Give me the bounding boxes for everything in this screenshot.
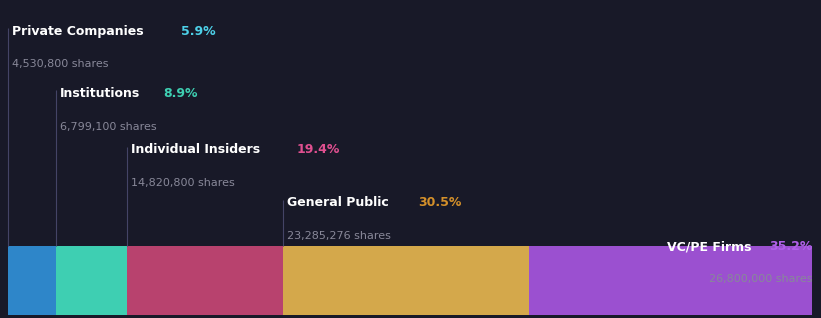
Bar — [283, 246, 529, 315]
Text: VC/PE Firms: VC/PE Firms — [667, 240, 755, 253]
Text: 8.9%: 8.9% — [163, 87, 198, 100]
Text: 4,530,800 shares: 4,530,800 shares — [12, 59, 108, 69]
Text: 5.9%: 5.9% — [181, 25, 216, 38]
Text: 30.5%: 30.5% — [419, 197, 462, 209]
Text: 19.4%: 19.4% — [297, 143, 341, 156]
Bar — [127, 246, 283, 315]
Text: General Public: General Public — [287, 197, 389, 209]
Bar — [529, 246, 812, 315]
Text: 35.2%: 35.2% — [769, 240, 813, 253]
Text: 6,799,100 shares: 6,799,100 shares — [60, 121, 156, 132]
Bar — [8, 246, 56, 315]
Text: 23,285,276 shares: 23,285,276 shares — [287, 231, 392, 241]
Bar — [56, 246, 127, 315]
Text: Private Companies: Private Companies — [12, 25, 144, 38]
Text: Individual Insiders: Individual Insiders — [131, 143, 260, 156]
Text: Institutions: Institutions — [60, 87, 140, 100]
Text: 26,800,000 shares: 26,800,000 shares — [709, 274, 813, 284]
Text: 14,820,800 shares: 14,820,800 shares — [131, 178, 235, 188]
